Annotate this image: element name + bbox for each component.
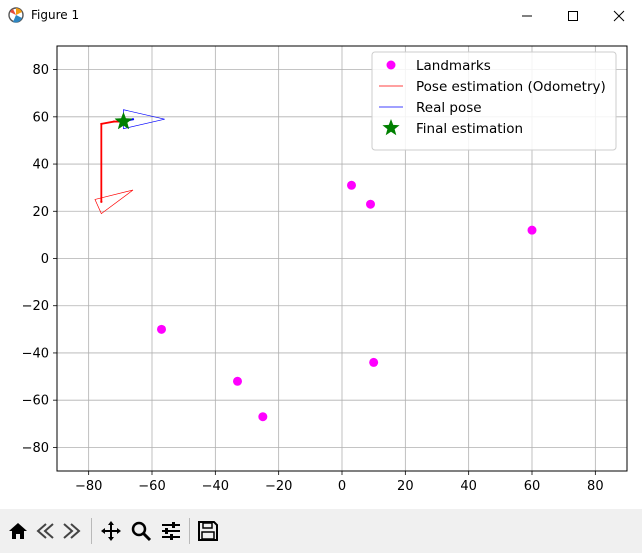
x-tick-label: −80 [75, 479, 102, 494]
y-tick-label: −40 [22, 346, 49, 361]
matplotlib-icon [8, 7, 24, 23]
legend-handle-landmarks [386, 60, 396, 70]
configure-subplots-icon [162, 522, 180, 540]
legend-label: Real pose [416, 100, 482, 116]
pose-path-point [100, 200, 103, 203]
y-tick-label: 0 [41, 252, 49, 267]
x-tick-label: 60 [524, 479, 541, 494]
x-axis-ticks: −80 −60 −40 −20 0 20 40 60 80 [75, 471, 604, 494]
data-series [94, 109, 537, 422]
x-tick-label: −40 [202, 479, 229, 494]
legend[interactable]: Landmarks Pose estimation (Odometry) Real … [371, 51, 617, 151]
landmark-point [233, 376, 242, 386]
landmark-point [366, 199, 375, 209]
pose-path-point [131, 118, 135, 121]
landmark-point [369, 357, 379, 367]
pose-triangle [94, 189, 134, 215]
series-landmarks [157, 180, 537, 422]
y-tick-label: −60 [22, 394, 49, 409]
y-tick-label: −20 [22, 299, 49, 314]
save-icon [198, 521, 218, 541]
final-estimation-star [114, 111, 133, 130]
landmark-point [258, 412, 268, 422]
x-tick-label: −20 [265, 479, 292, 494]
pan-icon [101, 521, 121, 541]
toolbar-separator [91, 518, 92, 544]
maximize-button[interactable] [550, 0, 596, 31]
series-final-estimation [114, 111, 133, 130]
navigation-toolbar [0, 509, 642, 553]
legend-label: Landmarks [416, 58, 491, 74]
configure-subplots-button[interactable] [158, 518, 184, 544]
window-titlebar: Figure 1 [0, 0, 642, 32]
forward-icon [63, 523, 81, 539]
save-button[interactable] [195, 518, 221, 544]
x-tick-label: −60 [138, 479, 165, 494]
scatter-chart: −80 −60 −40 −20 0 20 40 60 80 −80 −60 −40 −20 0 20 40 6… [22, 45, 628, 494]
x-tick-label: 20 [397, 479, 414, 494]
y-axis-ticks: −80 −60 −40 −20 0 20 40 60 80 [22, 63, 57, 456]
landmark-point [157, 324, 166, 334]
landmark-point [347, 180, 356, 190]
back-icon [36, 523, 54, 539]
minimize-icon [522, 15, 532, 16]
window-title: Figure 1 [31, 8, 80, 22]
y-tick-label: 20 [32, 205, 49, 220]
minimize-button[interactable] [504, 0, 550, 31]
close-icon [613, 10, 625, 21]
home-button[interactable] [5, 518, 31, 544]
zoom-icon [131, 521, 152, 542]
pose-path-point [100, 122, 103, 126]
figure-canvas[interactable]: −80 −60 −40 −20 0 20 40 60 80 −80 −60 −40 −20 0 20 40 6… [0, 31, 642, 509]
x-tick-label: 40 [460, 479, 477, 494]
x-tick-label: 80 [587, 479, 604, 494]
y-tick-label: 60 [32, 110, 49, 125]
close-button[interactable] [596, 0, 642, 31]
pan-button[interactable] [98, 518, 124, 544]
forward-button[interactable] [59, 518, 85, 544]
legend-label: Pose estimation (Odometry) [416, 79, 606, 95]
legend-handle-star [382, 119, 400, 136]
x-tick-label: 0 [338, 479, 346, 494]
toolbar-separator [189, 518, 190, 544]
pose-path-point [112, 120, 116, 123]
home-icon [9, 523, 27, 539]
legend-label: Final estimation [416, 121, 523, 137]
y-tick-label: 40 [32, 158, 49, 173]
y-tick-label: −80 [22, 441, 49, 456]
y-tick-label: 80 [32, 63, 49, 78]
legend-box [371, 51, 617, 151]
landmark-point [527, 225, 537, 235]
maximize-icon [568, 10, 578, 21]
zoom-button[interactable] [128, 518, 154, 544]
axes-frame [56, 45, 628, 472]
back-button[interactable] [32, 518, 58, 544]
